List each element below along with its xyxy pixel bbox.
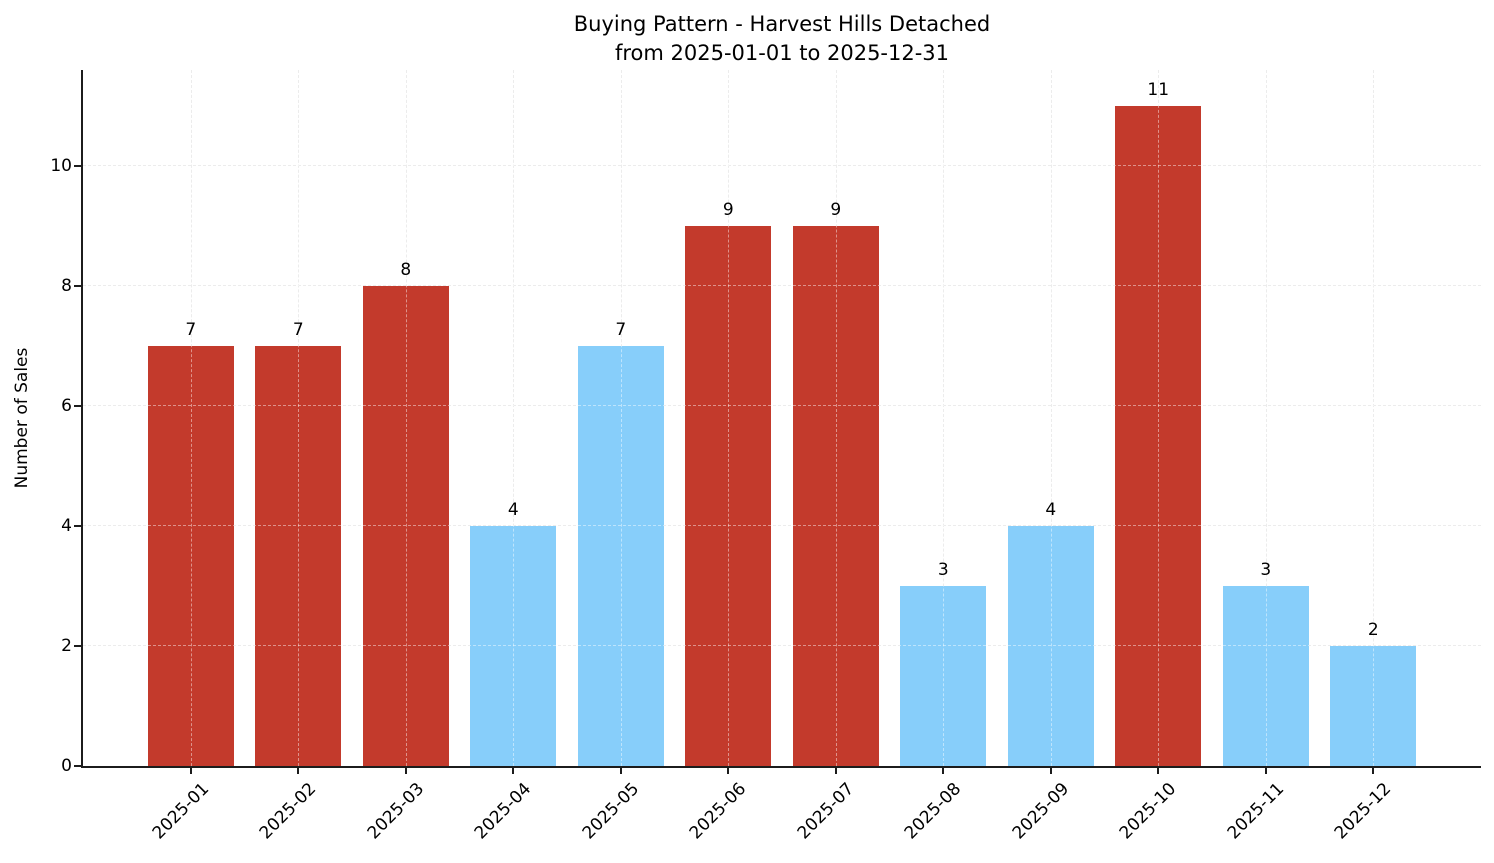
x-gridline-overlay: [1265, 70, 1267, 766]
x-tick-mark: [512, 768, 515, 774]
x-tick-label-text: 2025-06: [686, 779, 751, 844]
chart-title-line-1: Buying Pattern - Harvest Hills Detached: [573, 12, 991, 36]
y-tick-mark: [74, 765, 81, 767]
bar-value-label: 2: [1367, 620, 1379, 640]
x-tick-label-text: 2025-01: [148, 779, 213, 844]
bar: [900, 586, 987, 766]
y-axis-spine: [81, 70, 83, 768]
x-tick-mark: [834, 768, 837, 774]
y-tick-label: 0: [61, 756, 72, 776]
bar: [792, 226, 879, 766]
y-tick-label: 10: [50, 156, 72, 176]
x-tick-mark: [619, 768, 622, 774]
y-tick-label: 8: [61, 276, 72, 296]
bar-value-label: 4: [507, 500, 519, 520]
bar: [470, 526, 557, 766]
y-tick-mark: [74, 645, 81, 647]
bar: [147, 346, 234, 766]
x-tick-mark: [1372, 768, 1375, 774]
x-gridline: [1373, 70, 1375, 766]
bar-value-label: 4: [1045, 500, 1057, 520]
bar-value-label: 3: [937, 560, 949, 580]
y-gridline-overlay: [83, 405, 1481, 406]
x-tick-label-text: 2025-10: [1116, 779, 1181, 844]
bar: [685, 226, 772, 766]
bar: [577, 346, 664, 766]
x-gridline-overlay: [1050, 70, 1052, 766]
y-tick-label: 2: [61, 636, 72, 656]
bar-value-label: 9: [830, 200, 842, 220]
y-gridline-overlay: [83, 525, 1481, 526]
x-tick-mark: [297, 768, 300, 774]
x-gridline-overlay: [835, 70, 837, 766]
x-tick-mark: [727, 768, 730, 774]
plot-area: 7 7 8 4 7 9 9 3 4 11 3 2: [83, 70, 1481, 766]
y-tick-mark: [74, 525, 81, 527]
x-gridline: [943, 70, 945, 766]
chart-title-line-2: from 2025-01-01 to 2025-12-31: [614, 41, 950, 65]
y-tick-mark: [74, 165, 81, 167]
x-tick-label-text: 2025-04: [471, 779, 536, 844]
y-tick-mark: [74, 285, 81, 287]
y-axis-label: Number of Sales: [12, 347, 32, 489]
y-gridline: [83, 165, 1481, 166]
x-tick-mark: [404, 768, 407, 774]
bar: [1330, 646, 1417, 766]
bar-value-label: 7: [615, 320, 627, 340]
x-tick-mark: [942, 768, 945, 774]
bar: [362, 286, 449, 766]
y-tick-label: 4: [61, 516, 72, 536]
chart-title: Buying Pattern - Harvest Hills Detached …: [83, 10, 1481, 68]
bar-value-label: 11: [1147, 80, 1170, 100]
y-tick-label: 6: [61, 396, 72, 416]
x-gridline-overlay: [513, 70, 515, 766]
x-gridline-overlay: [728, 70, 730, 766]
x-gridline-overlay: [1158, 70, 1160, 766]
x-gridline-overlay: [943, 70, 945, 766]
x-tick-label-text: 2025-03: [363, 779, 428, 844]
x-axis-spine: [81, 766, 1481, 768]
bar-value-label: 8: [400, 260, 412, 280]
x-tick-mark: [189, 768, 192, 774]
x-tick-label-text: 2025-09: [1008, 779, 1073, 844]
bar: [255, 346, 342, 766]
x-gridline-overlay: [405, 70, 407, 766]
x-tick-label-text: 2025-12: [1331, 779, 1396, 844]
x-gridline: [513, 70, 515, 766]
y-gridline-overlay: [83, 645, 1481, 646]
x-tick-label-text: 2025-07: [793, 779, 858, 844]
x-tick-label-text: 2025-02: [256, 779, 321, 844]
y-gridline-overlay: [83, 285, 1481, 286]
x-tick-mark: [1049, 768, 1052, 774]
x-gridline-overlay: [1373, 70, 1375, 766]
bar-value-label: 3: [1260, 560, 1272, 580]
bar-value-label: 7: [292, 320, 304, 340]
y-gridline-overlay: [83, 165, 1481, 166]
x-tick-label-text: 2025-08: [901, 779, 966, 844]
bar: [1115, 106, 1202, 766]
x-tick-label-text: 2025-05: [578, 779, 643, 844]
bar-value-label: 9: [722, 200, 734, 220]
bar: [1007, 526, 1094, 766]
y-tick-mark: [74, 405, 81, 407]
y-gridline: [83, 525, 1481, 526]
x-gridline: [1265, 70, 1267, 766]
x-gridline-overlay: [298, 70, 300, 766]
y-gridline: [83, 405, 1481, 406]
x-gridline-overlay: [190, 70, 192, 766]
bar: [1222, 586, 1309, 766]
x-tick-mark: [1157, 768, 1160, 774]
x-tick-mark: [1264, 768, 1267, 774]
x-tick-label-text: 2025-11: [1223, 779, 1288, 844]
y-gridline: [83, 285, 1481, 286]
y-gridline: [83, 645, 1481, 646]
x-gridline-overlay: [620, 70, 622, 766]
x-gridline: [1050, 70, 1052, 766]
bar-value-label: 7: [185, 320, 197, 340]
